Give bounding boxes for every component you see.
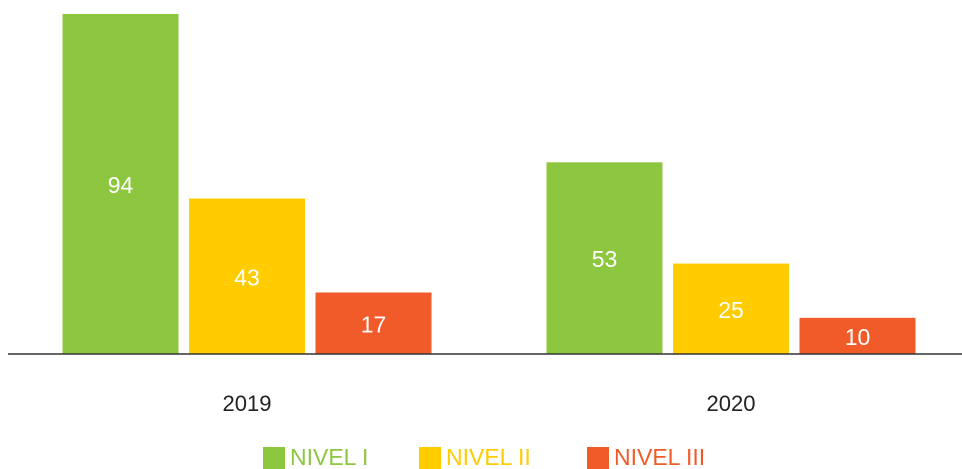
data-label: 43 xyxy=(234,264,260,290)
data-label: 10 xyxy=(845,324,871,350)
bar xyxy=(315,292,432,354)
legend-swatch xyxy=(263,447,285,469)
data-label: 25 xyxy=(718,297,744,323)
x-tick-label: 2020 xyxy=(707,391,756,416)
data-label: 53 xyxy=(592,246,618,272)
legend-swatch xyxy=(587,447,609,469)
legend-label: NIVEL I xyxy=(290,444,368,469)
legend-label: NIVEL III xyxy=(614,444,705,469)
data-label: 94 xyxy=(108,172,134,198)
legend-swatch xyxy=(419,447,441,469)
data-label: 17 xyxy=(361,311,387,337)
bar xyxy=(189,198,305,354)
bar xyxy=(62,14,179,354)
bar xyxy=(799,317,916,354)
bar xyxy=(673,263,789,354)
legend-label: NIVEL II xyxy=(446,444,531,469)
bar xyxy=(546,162,663,354)
x-tick-label: 2019 xyxy=(223,391,272,416)
